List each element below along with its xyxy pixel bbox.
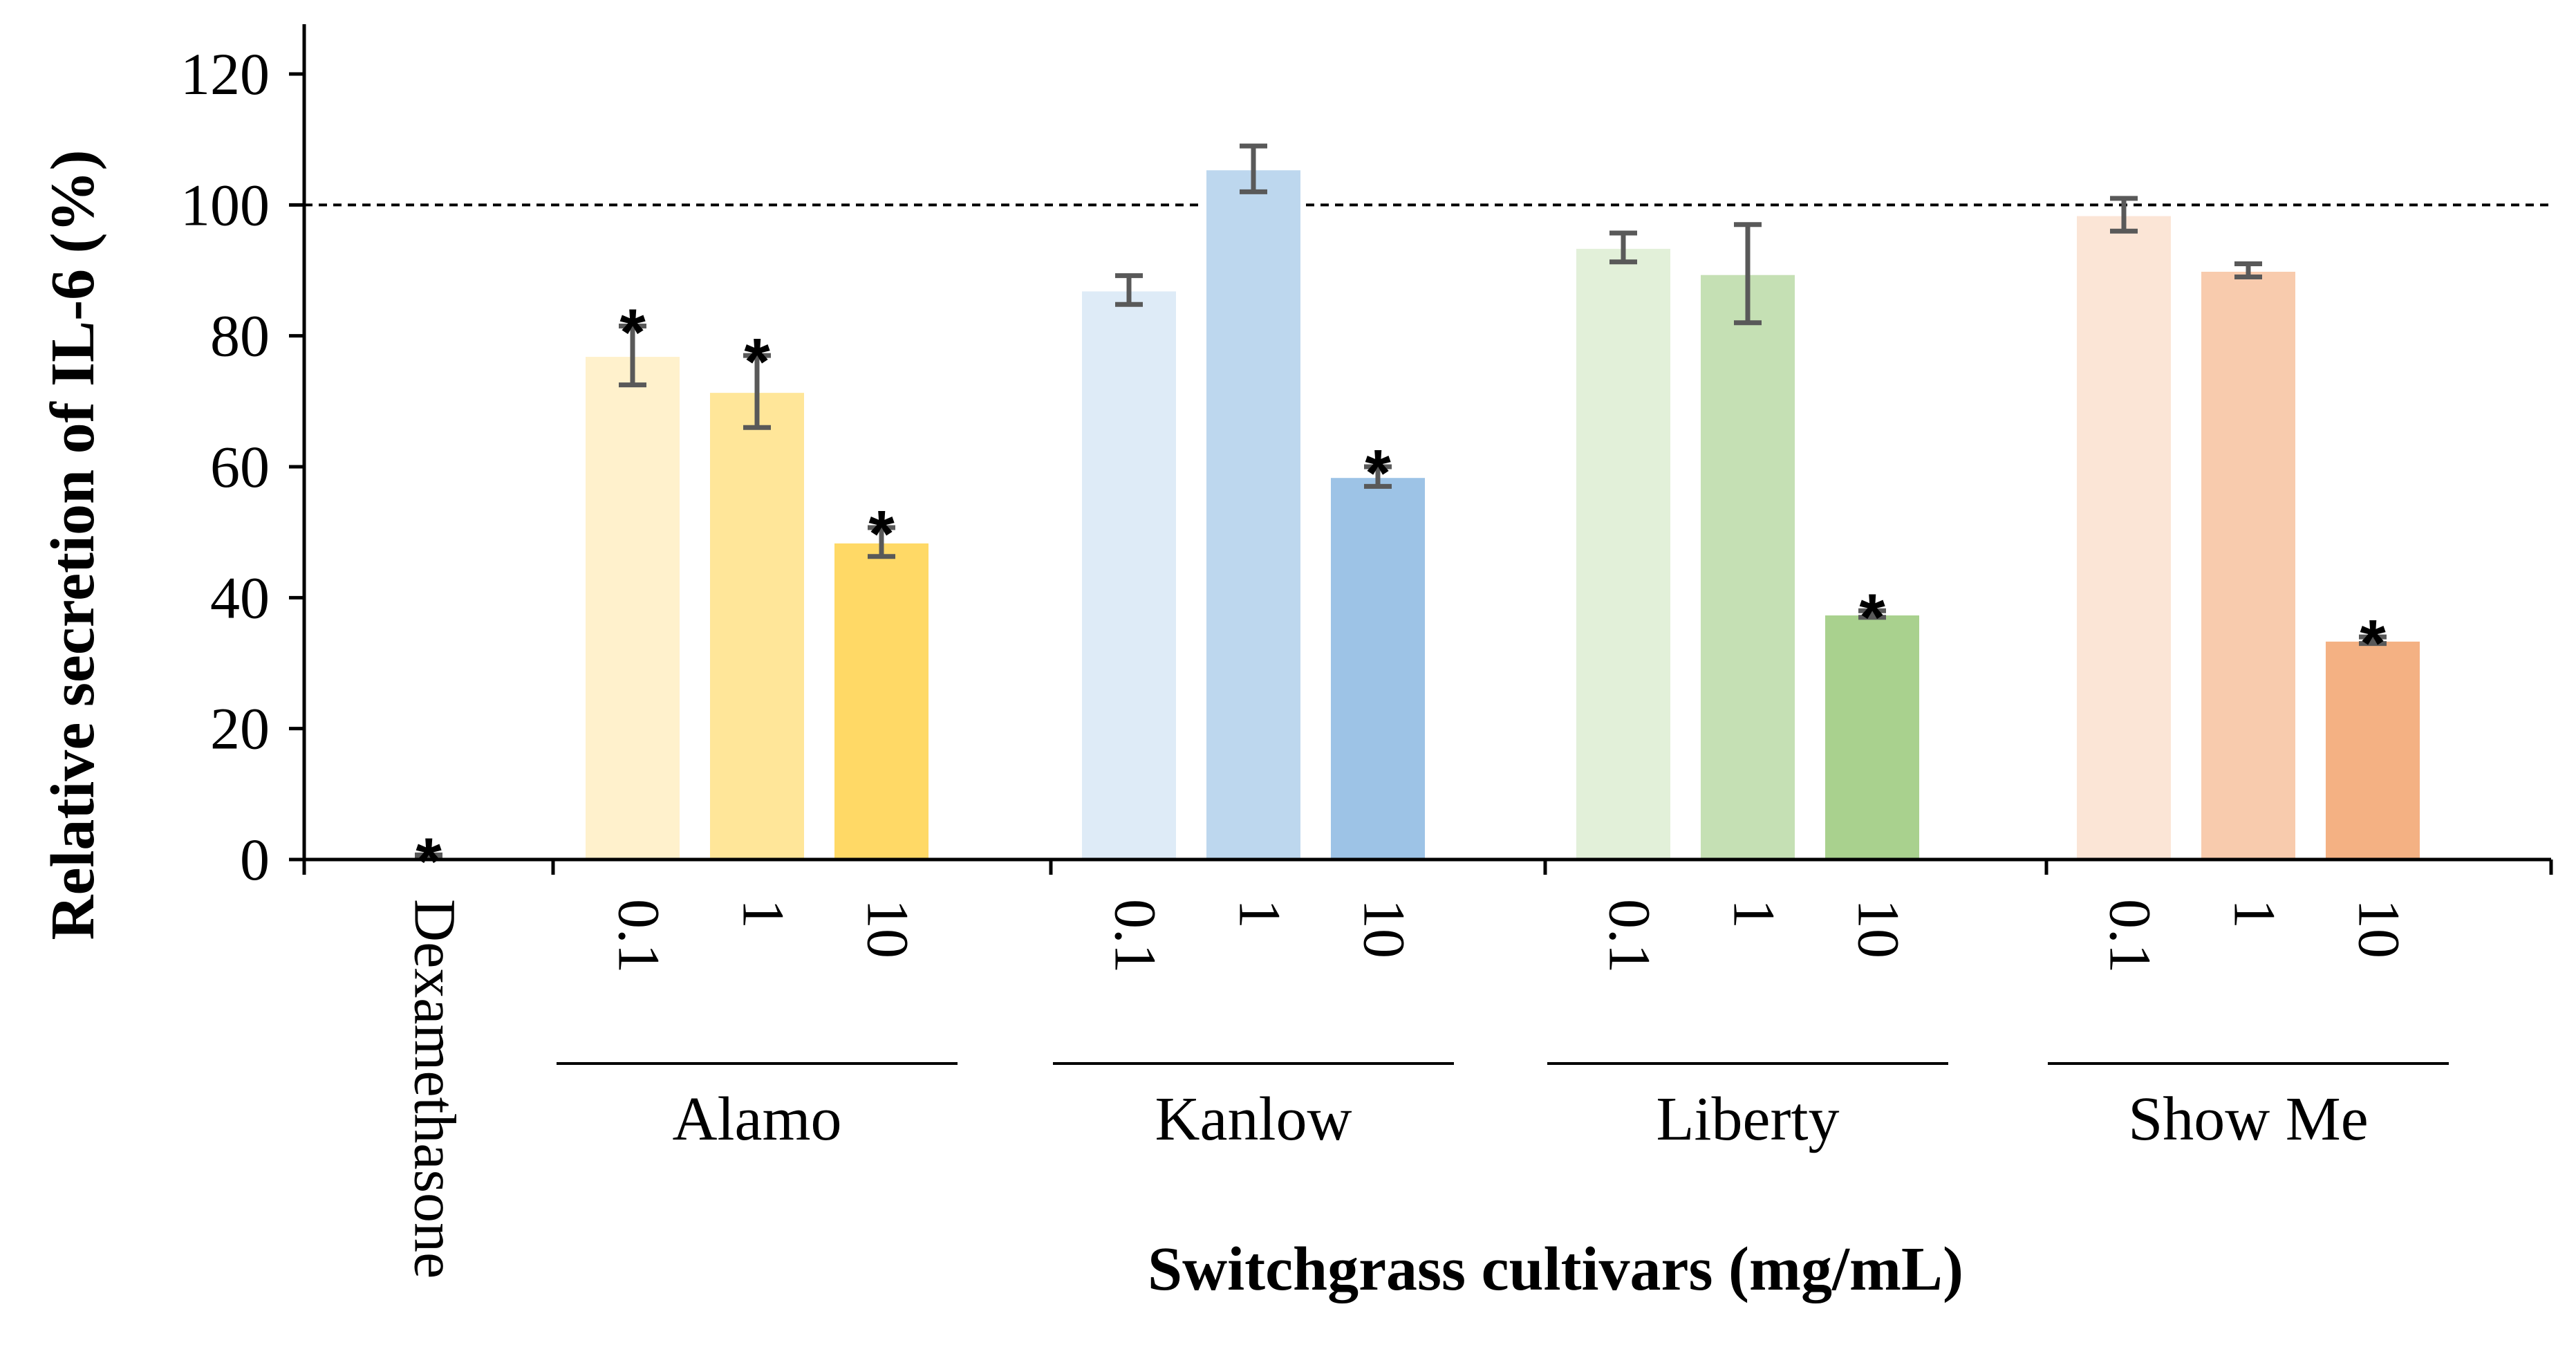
category-label: 10 [1351, 899, 1417, 958]
y-tick-label: 0 [240, 826, 270, 893]
category-label: 1 [1721, 899, 1787, 929]
category-label: Dexamethasone [402, 899, 468, 1279]
bar [2323, 638, 2423, 861]
y-tick-label: 100 [180, 171, 270, 238]
bar [2199, 269, 2298, 861]
category-label: 0.1 [606, 899, 672, 974]
group-label: Kanlow [1155, 1085, 1352, 1153]
bar [1328, 475, 1428, 861]
bar [1698, 272, 1798, 861]
category-label: 1 [730, 899, 796, 929]
category-label: 0.1 [1102, 899, 1168, 974]
significance-star: * [744, 325, 770, 399]
bar [1079, 288, 1179, 861]
category-label: 1 [1226, 899, 1293, 929]
significance-star: * [1859, 580, 1885, 654]
category-label: 0.1 [1596, 899, 1663, 974]
group-label: Liberty [1656, 1085, 1840, 1153]
bar [583, 354, 682, 861]
category-label: 10 [2346, 899, 2412, 958]
x-axis-label: Switchgrass cultivars (mg/mL) [1148, 1235, 1963, 1303]
significance-star: * [619, 295, 646, 369]
category-label: 10 [855, 899, 921, 958]
group-label: Alamo [673, 1085, 842, 1153]
y-tick-label: 20 [210, 696, 270, 762]
y-tick-label: 80 [210, 303, 270, 369]
group-label: Show Me [2128, 1085, 2369, 1153]
y-tick-label: 40 [210, 564, 270, 631]
category-label: 10 [1845, 899, 1912, 958]
category-label: 1 [2221, 899, 2288, 929]
y-tick-label: 120 [180, 41, 270, 107]
significance-star: * [416, 824, 442, 898]
y-axis-label: Relative secretion of IL-6 (%) [39, 149, 107, 940]
bar [707, 390, 807, 861]
bar [1204, 167, 1303, 861]
significance-star: * [2360, 606, 2386, 680]
y-tick-label: 60 [210, 434, 270, 500]
significance-star: * [1365, 436, 1391, 510]
category-label: 0.1 [2097, 899, 2163, 974]
bar [1822, 613, 1922, 861]
bar [832, 540, 931, 861]
bar [1574, 245, 1673, 862]
bar [2074, 213, 2174, 861]
significance-star: * [868, 497, 895, 571]
